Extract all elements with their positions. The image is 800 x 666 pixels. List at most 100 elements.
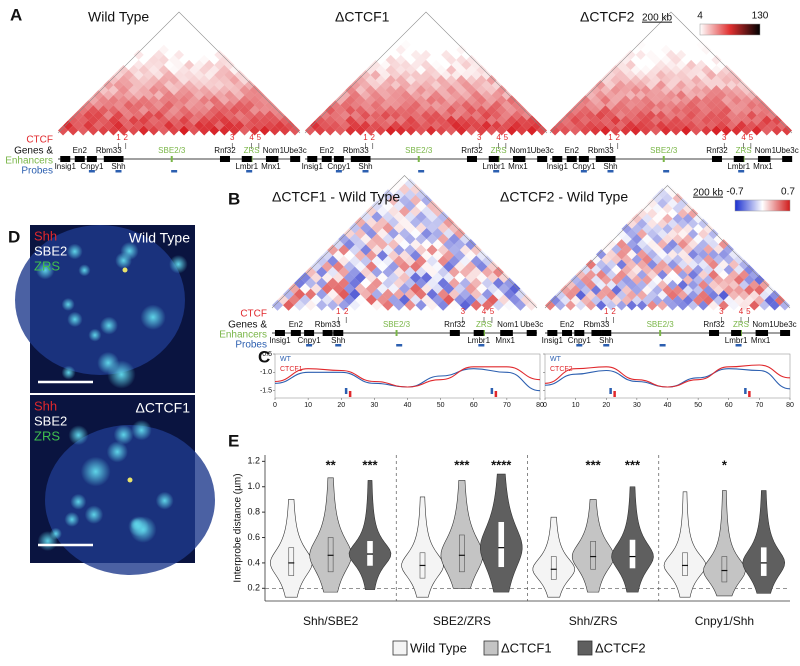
heatmap-cell bbox=[118, 75, 129, 86]
heatmap-cell bbox=[615, 90, 626, 101]
heatmap-cell bbox=[667, 239, 678, 250]
heatmap-cell bbox=[138, 125, 149, 136]
heatmap-cell bbox=[665, 69, 677, 81]
heatmap-cell bbox=[168, 115, 179, 126]
heatmap-cell bbox=[667, 300, 678, 311]
heatmap-cell bbox=[327, 266, 339, 278]
heatmap-cell bbox=[672, 254, 683, 265]
heatmap-cell bbox=[410, 238, 422, 251]
heatmap-cell bbox=[272, 299, 284, 311]
colorbar bbox=[734, 199, 791, 212]
heatmap-cell bbox=[404, 222, 416, 234]
heatmap-cell bbox=[68, 115, 79, 126]
heatmap-cell bbox=[708, 279, 719, 291]
heatmap-cell bbox=[640, 85, 651, 96]
gene-label: Nom1 bbox=[263, 146, 285, 155]
heatmap-cell bbox=[415, 105, 426, 116]
heatmap-cell bbox=[616, 239, 627, 250]
heatmap-cell bbox=[349, 266, 361, 278]
heatmap-cell bbox=[441, 49, 452, 60]
gene bbox=[103, 156, 114, 162]
violin bbox=[663, 491, 707, 598]
heatmap-cell bbox=[708, 228, 719, 240]
y-tick-label: -0.5 bbox=[260, 351, 272, 358]
heatmap-cell bbox=[721, 105, 732, 116]
heatmap-cell bbox=[405, 105, 416, 116]
heatmap-cell bbox=[305, 288, 317, 300]
heatmap-cell bbox=[415, 211, 427, 223]
heatmap-cell bbox=[655, 69, 666, 81]
heatmap-cell bbox=[560, 125, 571, 136]
heatmap-cell bbox=[647, 208, 658, 219]
heatmap-cell bbox=[354, 272, 366, 284]
heatmap-cell bbox=[723, 285, 734, 296]
heatmap-cell bbox=[249, 115, 260, 126]
heatmap-cell bbox=[371, 288, 383, 300]
heatmap-cell bbox=[108, 115, 119, 126]
heatmap-cell bbox=[677, 279, 688, 291]
heatmap-cell bbox=[375, 125, 386, 136]
heatmap-cell bbox=[274, 110, 285, 121]
gene bbox=[711, 156, 722, 162]
heatmap-cell bbox=[681, 115, 692, 126]
heatmap-cell bbox=[234, 100, 245, 111]
heatmap-cell bbox=[229, 115, 240, 126]
heatmap-cell bbox=[611, 254, 622, 265]
heatmap-cell bbox=[380, 80, 391, 91]
heatmap-cell bbox=[138, 105, 149, 116]
heatmap-cell bbox=[340, 100, 351, 111]
heatmap-cell bbox=[738, 279, 750, 291]
group-label: SBE2/ZRS bbox=[433, 614, 491, 628]
heatmap-cell bbox=[371, 200, 383, 212]
heatmap-cell bbox=[128, 95, 139, 106]
heatmap-cell bbox=[744, 274, 755, 286]
heatmap-cell bbox=[476, 261, 488, 273]
heatmap-cell bbox=[687, 249, 699, 260]
heatmap-cell bbox=[759, 279, 770, 291]
heatmap-cell bbox=[321, 272, 333, 284]
heatmap-cell bbox=[465, 294, 477, 306]
heatmap-cell bbox=[179, 95, 190, 106]
heatmap-cell bbox=[652, 254, 663, 265]
heatmap-cell bbox=[476, 64, 487, 76]
heatmap-cell bbox=[526, 125, 537, 136]
heatmap-cell bbox=[601, 274, 612, 286]
heatmap-cell bbox=[436, 64, 447, 76]
heatmap-cell bbox=[667, 279, 678, 291]
heatmap-cell bbox=[199, 95, 210, 106]
enhancer bbox=[662, 156, 665, 162]
heatmap-cell bbox=[728, 290, 739, 301]
heatmap-cell bbox=[437, 299, 449, 311]
gene bbox=[333, 330, 344, 336]
heatmap-cell bbox=[398, 216, 411, 228]
heatmap-cell bbox=[481, 299, 493, 311]
heatmap-cell bbox=[437, 255, 449, 267]
heatmap-cell bbox=[244, 110, 255, 121]
heatmap-cell bbox=[615, 110, 626, 121]
heatmap-cell bbox=[168, 54, 179, 65]
heatmap-cell bbox=[585, 90, 596, 101]
heatmap-cell bbox=[133, 49, 144, 60]
heatmap-cell bbox=[393, 266, 405, 278]
heatmap-cell bbox=[365, 261, 377, 273]
heatmap-cell bbox=[327, 255, 339, 267]
track-label: CTCF bbox=[240, 309, 267, 320]
heatmap-cell bbox=[575, 300, 586, 311]
heatmap-cell bbox=[585, 300, 597, 311]
heatmap-cell bbox=[138, 85, 149, 96]
heatmap-cell bbox=[621, 233, 632, 245]
heatmap-cell bbox=[761, 105, 772, 116]
heatmap-cell bbox=[184, 100, 195, 111]
heatmap-cell bbox=[128, 75, 139, 86]
heatmap-cell bbox=[316, 288, 328, 300]
heatmap-cell bbox=[698, 218, 709, 229]
heatmap-cell bbox=[184, 69, 195, 81]
heatmap-cell bbox=[360, 244, 372, 256]
heatmap-cell bbox=[590, 105, 601, 116]
box bbox=[288, 547, 295, 576]
heatmap-cell bbox=[338, 244, 350, 256]
heatmap-cell bbox=[498, 272, 510, 284]
heatmap-cell bbox=[636, 218, 648, 229]
heatmap-cell bbox=[672, 295, 683, 306]
heatmap-cell bbox=[410, 183, 422, 195]
